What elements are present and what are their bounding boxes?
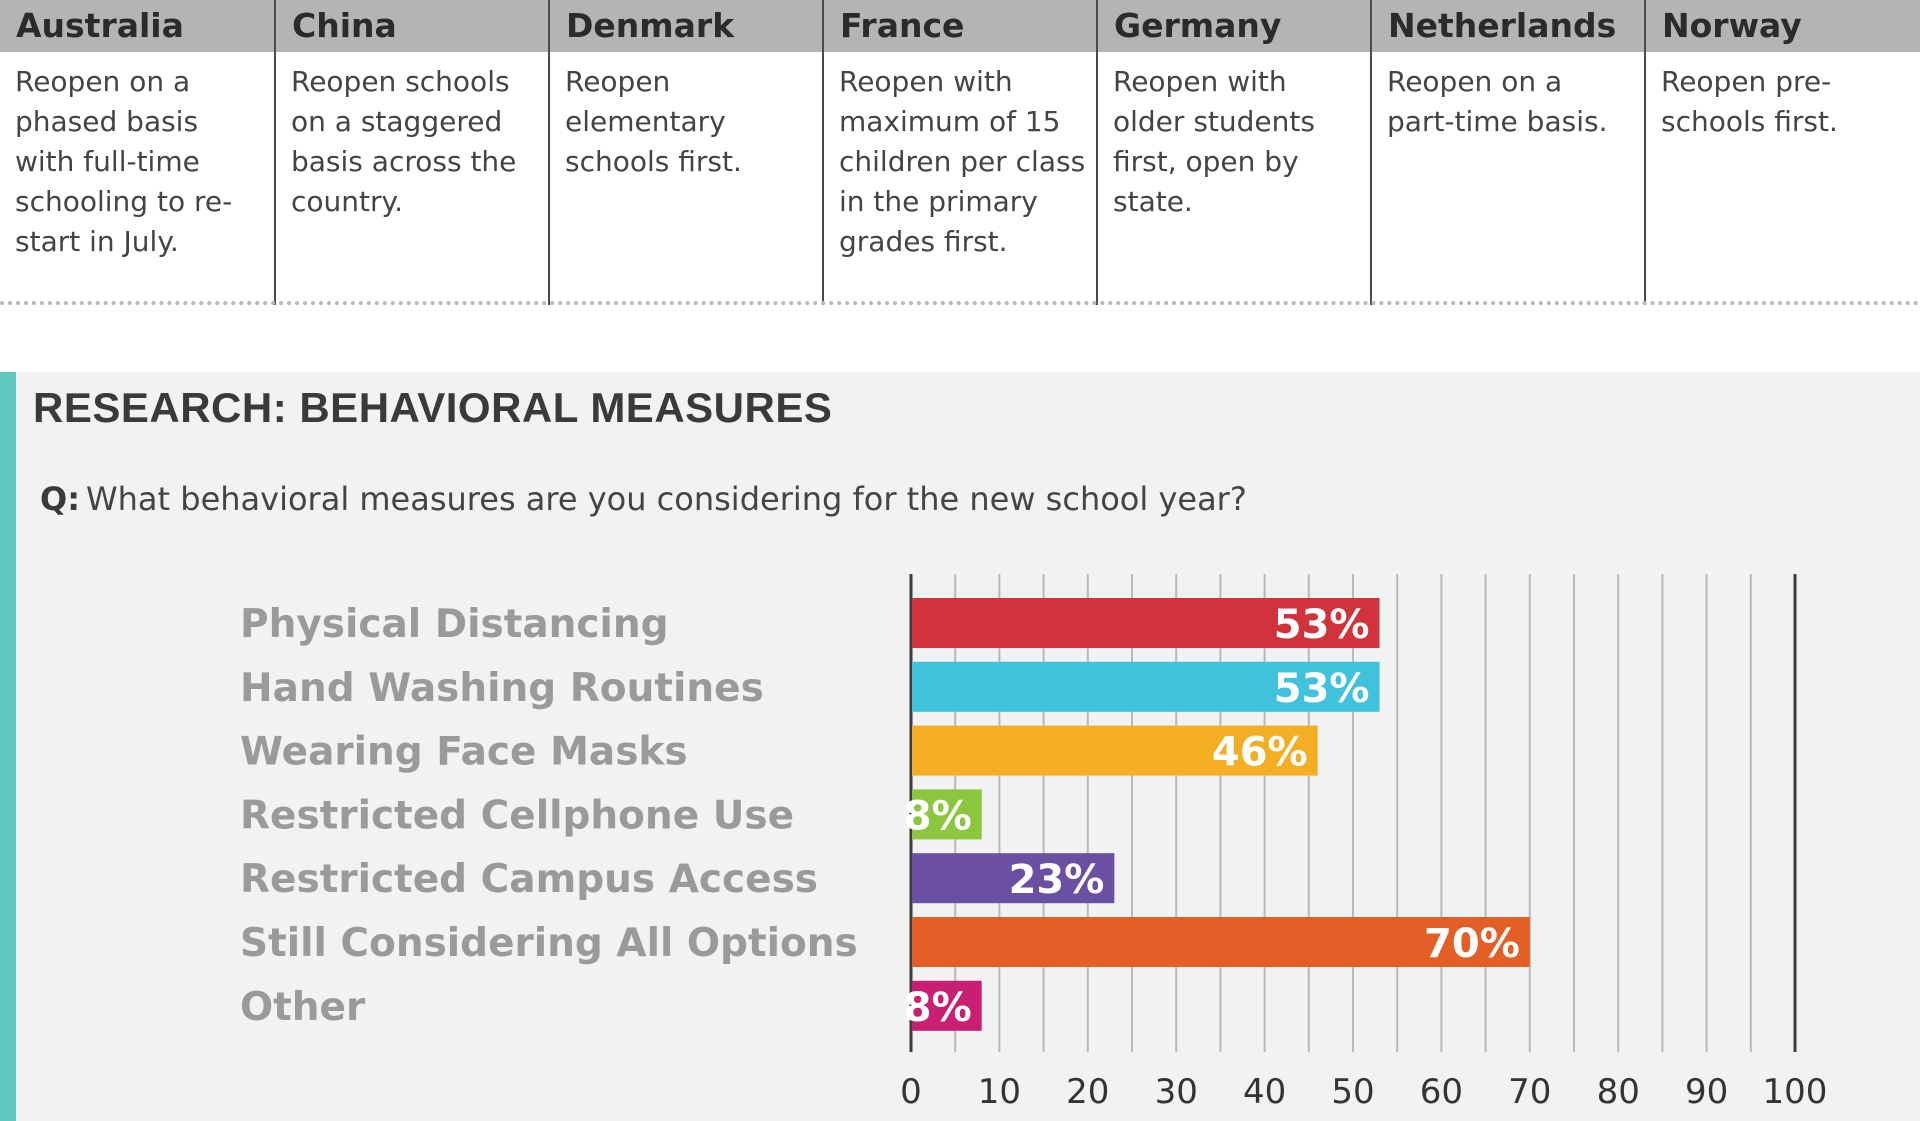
country-table: Australia Reopen on a phased basis with … [0, 0, 1920, 305]
data-label: 53% [1274, 666, 1370, 712]
x-tick-label: 60 [1420, 1072, 1463, 1112]
country-policy: Reopen schools on a staggered basis acro… [291, 65, 517, 218]
country-name: China [276, 0, 550, 52]
data-label: 53% [1274, 602, 1370, 648]
x-tick-label: 30 [1155, 1072, 1198, 1112]
x-tick-label: 80 [1597, 1072, 1640, 1112]
x-tick-label: 0 [900, 1072, 922, 1112]
bar [912, 725, 1318, 776]
data-label: 70% [1424, 921, 1520, 967]
x-tick-label: 20 [1066, 1072, 1109, 1112]
data-label: 8% [904, 793, 972, 839]
bar [912, 980, 982, 1031]
behavioral-measures-chart: 0 10 20 30 40 50 60 70 80 90 100 Physical Distancin… [240, 574, 1828, 1112]
data-label: 8% [904, 985, 972, 1031]
research-title: RESEARCH: BEHAVIORAL MEASURES [33, 384, 833, 431]
country-column: Netherlands Reopen on a part-time basis. [1370, 0, 1646, 305]
country-name: Australia [0, 0, 274, 52]
country-column: France Reopen with maximum of 15 childre… [822, 0, 1098, 305]
country-policy: Reopen pre-schools first. [1661, 65, 1838, 138]
x-tick-label: 90 [1685, 1072, 1728, 1112]
x-tick-label: 50 [1331, 1072, 1374, 1112]
bar [912, 789, 982, 840]
bar [912, 661, 1380, 712]
country-policy: Reopen elementary schools first. [565, 65, 742, 178]
bar [912, 598, 1380, 648]
country-column: Norway Reopen pre-schools first. [1644, 0, 1920, 305]
country-name: Denmark [550, 0, 824, 52]
country-name: Germany [1098, 0, 1372, 52]
country-policy: Reopen on a part-time basis. [1387, 65, 1608, 138]
bar [912, 853, 1115, 904]
category-label: Still Considering All Options [240, 921, 858, 966]
data-label: 23% [1009, 857, 1105, 903]
category-label: Restricted Cellphone Use [240, 793, 794, 838]
category-label: Physical Distancing [240, 602, 669, 647]
category-label: Other [240, 985, 366, 1030]
category-label: Wearing Face Masks [240, 730, 688, 775]
country-column: Germany Reopen with older students first… [1096, 0, 1372, 305]
survey-question: Q: What behavioral measures are you consi… [40, 480, 1247, 518]
dotted-divider [0, 301, 1920, 305]
x-tick-label: 10 [978, 1072, 1021, 1112]
country-policy: Reopen with maximum of 15 children per c… [839, 65, 1086, 258]
country-name: France [824, 0, 1098, 52]
country-column: Australia Reopen on a phased basis with … [0, 0, 274, 305]
country-name: Netherlands [1372, 0, 1646, 52]
bar [912, 917, 1530, 967]
question-text: What behavioral measures are you conside… [86, 480, 1247, 518]
question-prefix: Q: [40, 480, 80, 518]
accent-bar [0, 372, 16, 1121]
country-name: Norway [1646, 0, 1920, 52]
country-column: China Reopen schools on a staggered basi… [274, 0, 550, 305]
country-policy: Reopen on a phased basis with full-time … [15, 65, 233, 258]
data-label: 46% [1212, 730, 1308, 776]
category-label: Restricted Campus Access [240, 857, 818, 902]
research-panel: RESEARCH: BEHAVIORAL MEASURES Q: What beh… [0, 372, 1920, 1121]
x-tick-label: 70 [1508, 1072, 1551, 1112]
x-tick-label: 40 [1243, 1072, 1286, 1112]
x-tick-label: 100 [1763, 1072, 1828, 1112]
country-policy: Reopen with older students first, open b… [1113, 65, 1315, 218]
country-column: Denmark Reopen elementary schools first. [548, 0, 824, 305]
category-label: Hand Washing Routines [240, 666, 764, 711]
